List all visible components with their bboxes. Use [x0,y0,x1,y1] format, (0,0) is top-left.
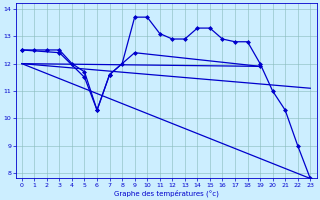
X-axis label: Graphe des températures (°c): Graphe des températures (°c) [114,189,219,197]
